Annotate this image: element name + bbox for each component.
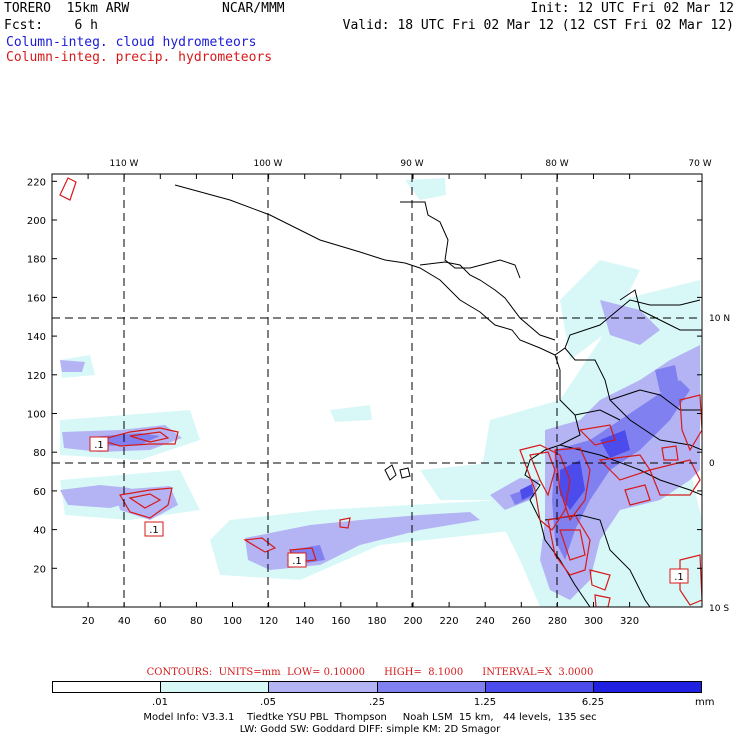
- x-tick-label: 40: [118, 616, 131, 627]
- y-tick-label: 220: [27, 177, 46, 188]
- x-tick-label: 320: [620, 616, 639, 627]
- x-tick-label: 260: [512, 616, 531, 627]
- colorbar-label: .01: [152, 697, 168, 708]
- lon-label-70w: 70 W: [688, 159, 711, 169]
- contour-label: .1: [292, 556, 302, 567]
- lat-label-10s: 10 S: [709, 604, 729, 614]
- field-cloud-label: Column-integ. cloud hydrometeors: [6, 35, 257, 50]
- valid-time: Valid: 18 UTC Fri 02 Mar 12 (12 CST Fri …: [342, 18, 734, 33]
- contour-label: .1: [674, 572, 684, 583]
- model-info-line2: LW: Godd SW: Goddard DIFF: simple KM: 2D…: [239, 724, 501, 735]
- x-tick-label: 180: [367, 616, 386, 627]
- lon-label-110w: 110 W: [110, 159, 139, 169]
- lat-label-10n: 10 N: [709, 314, 730, 324]
- y-tick-labels: 20 40 60 80 100 120 140 160 180 200 220: [27, 177, 46, 575]
- latlon-grid: [52, 174, 702, 607]
- y-tick-label: 80: [33, 448, 46, 459]
- contour-label: .1: [149, 525, 159, 536]
- colorbar: [52, 681, 702, 693]
- lon-label-100w: 100 W: [254, 159, 283, 169]
- x-tick-label: 140: [295, 616, 314, 627]
- precip-contours: [59, 177, 702, 607]
- y-tick-label: 60: [33, 487, 46, 498]
- y-tick-label: 180: [27, 255, 46, 266]
- center-name: NCAR/MMM: [222, 1, 285, 16]
- init-time: Init: 12 UTC Fri 02 Mar 12: [530, 1, 735, 16]
- colorbar-unit: mm: [695, 697, 715, 708]
- contour-label: .1: [94, 440, 104, 451]
- lon-label-90w: 90 W: [400, 159, 423, 169]
- colorbar-label: .25: [369, 697, 385, 708]
- colorbar-cell: [53, 682, 162, 692]
- lat-label-0: 0: [709, 459, 715, 469]
- x-tick-label: 280: [548, 616, 567, 627]
- x-tick-label: 20: [82, 616, 95, 627]
- y-tick-label: 140: [27, 332, 46, 343]
- contour-label-boxes: .1 .1 .1 .1: [89, 436, 689, 584]
- x-tick-label: 80: [190, 616, 203, 627]
- model-info-line1: Model Info: V3.3.1 Tiedtke YSU PBL Thomp…: [143, 712, 597, 723]
- x-tick-labels: 20 40 60 80 100 120 140 160 180 200 220 240 260 280 30…: [82, 616, 639, 627]
- x-tick-label: 60: [154, 616, 167, 627]
- y-tick-label: 40: [33, 526, 46, 537]
- model-title: TORERO 15km ARW: [4, 1, 130, 16]
- field-precip-label: Column-integ. precip. hydrometeors: [6, 50, 273, 65]
- colorbar-cell: [377, 682, 486, 692]
- colorbar-cell: [269, 682, 378, 692]
- x-tick-label: 240: [476, 616, 495, 627]
- contour-label-box: .1: [669, 568, 689, 584]
- contours-info: CONTOURS: UNITS=mm LOW= 0.10000 HIGH= 8.…: [146, 667, 594, 678]
- x-tick-label: 220: [440, 616, 459, 627]
- forecast-hour: Fcst: 6 h: [4, 18, 98, 33]
- y-tick-label: 100: [27, 410, 46, 421]
- colorbar-label: 6.25: [581, 697, 605, 708]
- colorbar-label: .05: [260, 697, 276, 708]
- x-tick-label: 300: [584, 616, 603, 627]
- contour-label-box: .1: [89, 436, 109, 452]
- colorbar-cell: [161, 682, 270, 692]
- axis-ticks: [52, 174, 702, 607]
- x-tick-label: 120: [259, 616, 278, 627]
- lon-label-80w: 80 W: [545, 159, 568, 169]
- x-tick-label: 200: [403, 616, 422, 627]
- y-tick-label: 160: [27, 293, 46, 304]
- y-tick-label: 120: [27, 371, 46, 382]
- colorbar-cell: [485, 682, 594, 692]
- y-tick-label: 20: [33, 564, 46, 575]
- contour-label-box: .1: [287, 552, 307, 568]
- colorbar-cell: [593, 682, 702, 692]
- x-tick-label: 160: [331, 616, 350, 627]
- y-tick-label: 200: [27, 216, 46, 227]
- contour-label-box: .1: [144, 521, 164, 537]
- colorbar-label: 1.25: [473, 697, 497, 708]
- coastlines: [174, 184, 702, 607]
- x-tick-label: 100: [223, 616, 242, 627]
